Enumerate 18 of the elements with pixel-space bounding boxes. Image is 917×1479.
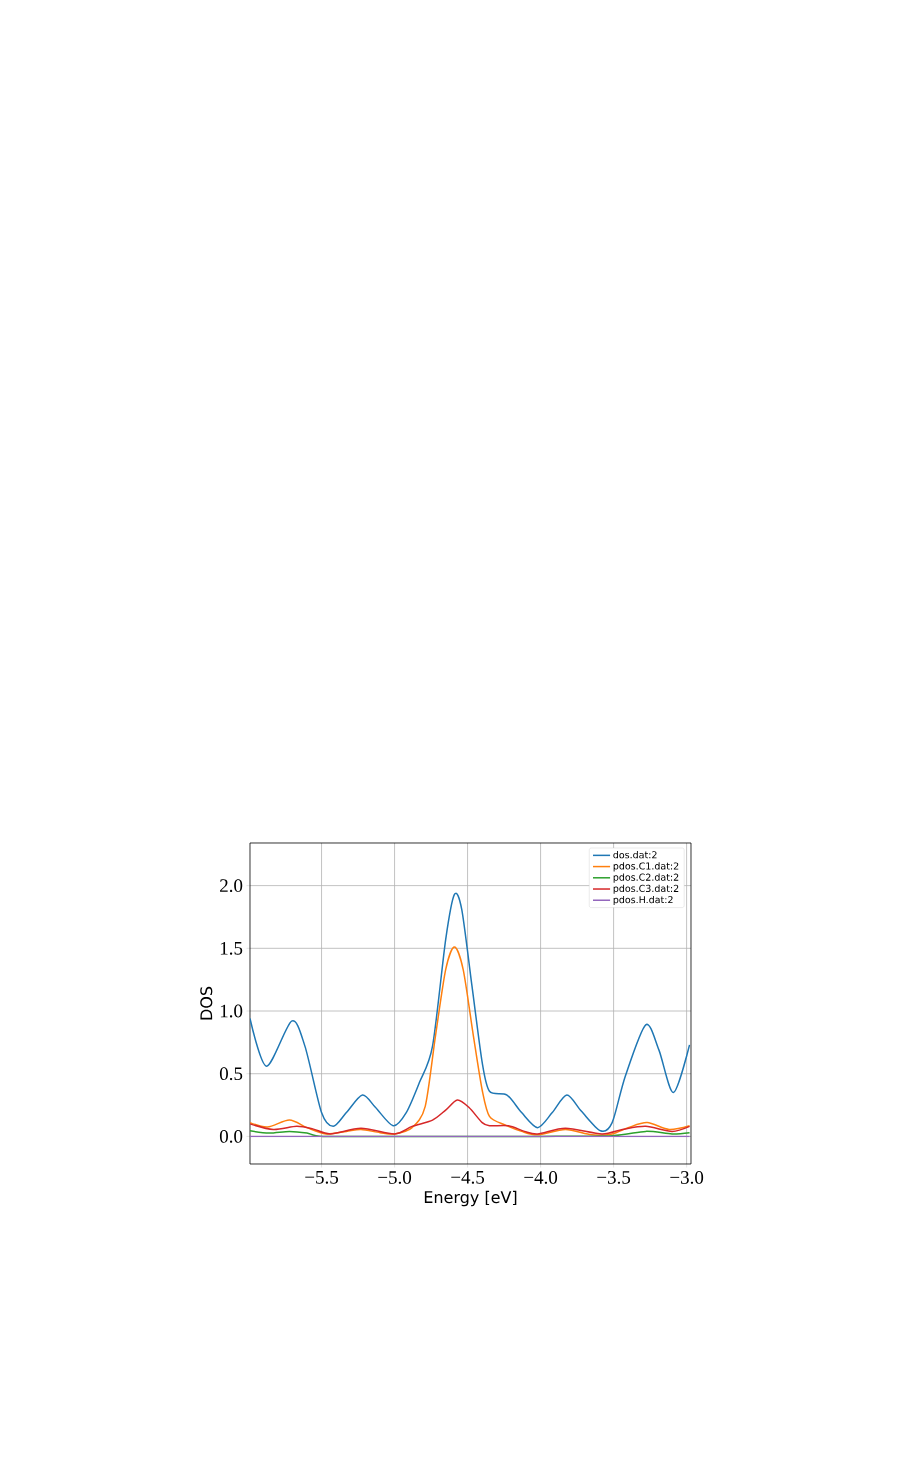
x-tick-label: −4.5: [451, 1171, 485, 1184]
x-tick-label: −5.0: [378, 1171, 412, 1184]
x-axis-title: Energy [eV]: [424, 1190, 517, 1207]
legend-label: pdos.C2.dat:2: [613, 873, 679, 883]
x-tick-label: −3.5: [597, 1171, 631, 1184]
x-tick-label: −5.5: [305, 1171, 339, 1184]
x-tick-label: −4.0: [524, 1171, 558, 1184]
y-tick-label: 2.0: [220, 879, 243, 893]
y-tick-label: 1.0: [220, 1004, 243, 1018]
y-tick-label: 0.5: [219, 1067, 243, 1081]
legend-label: dos.dat:2: [613, 851, 657, 859]
legend-label: pdos.H.dat:2: [613, 895, 673, 906]
y-tick-label: 1.5: [220, 941, 243, 955]
legend-label: pdos.C1.dat:2: [613, 862, 679, 872]
legend-label: pdos.C3.dat:2: [613, 884, 679, 894]
y-tick-label: 0.0: [219, 1129, 243, 1143]
y-axis-title: DOS: [200, 986, 213, 1020]
x-tick-label: −3.0: [670, 1171, 704, 1184]
